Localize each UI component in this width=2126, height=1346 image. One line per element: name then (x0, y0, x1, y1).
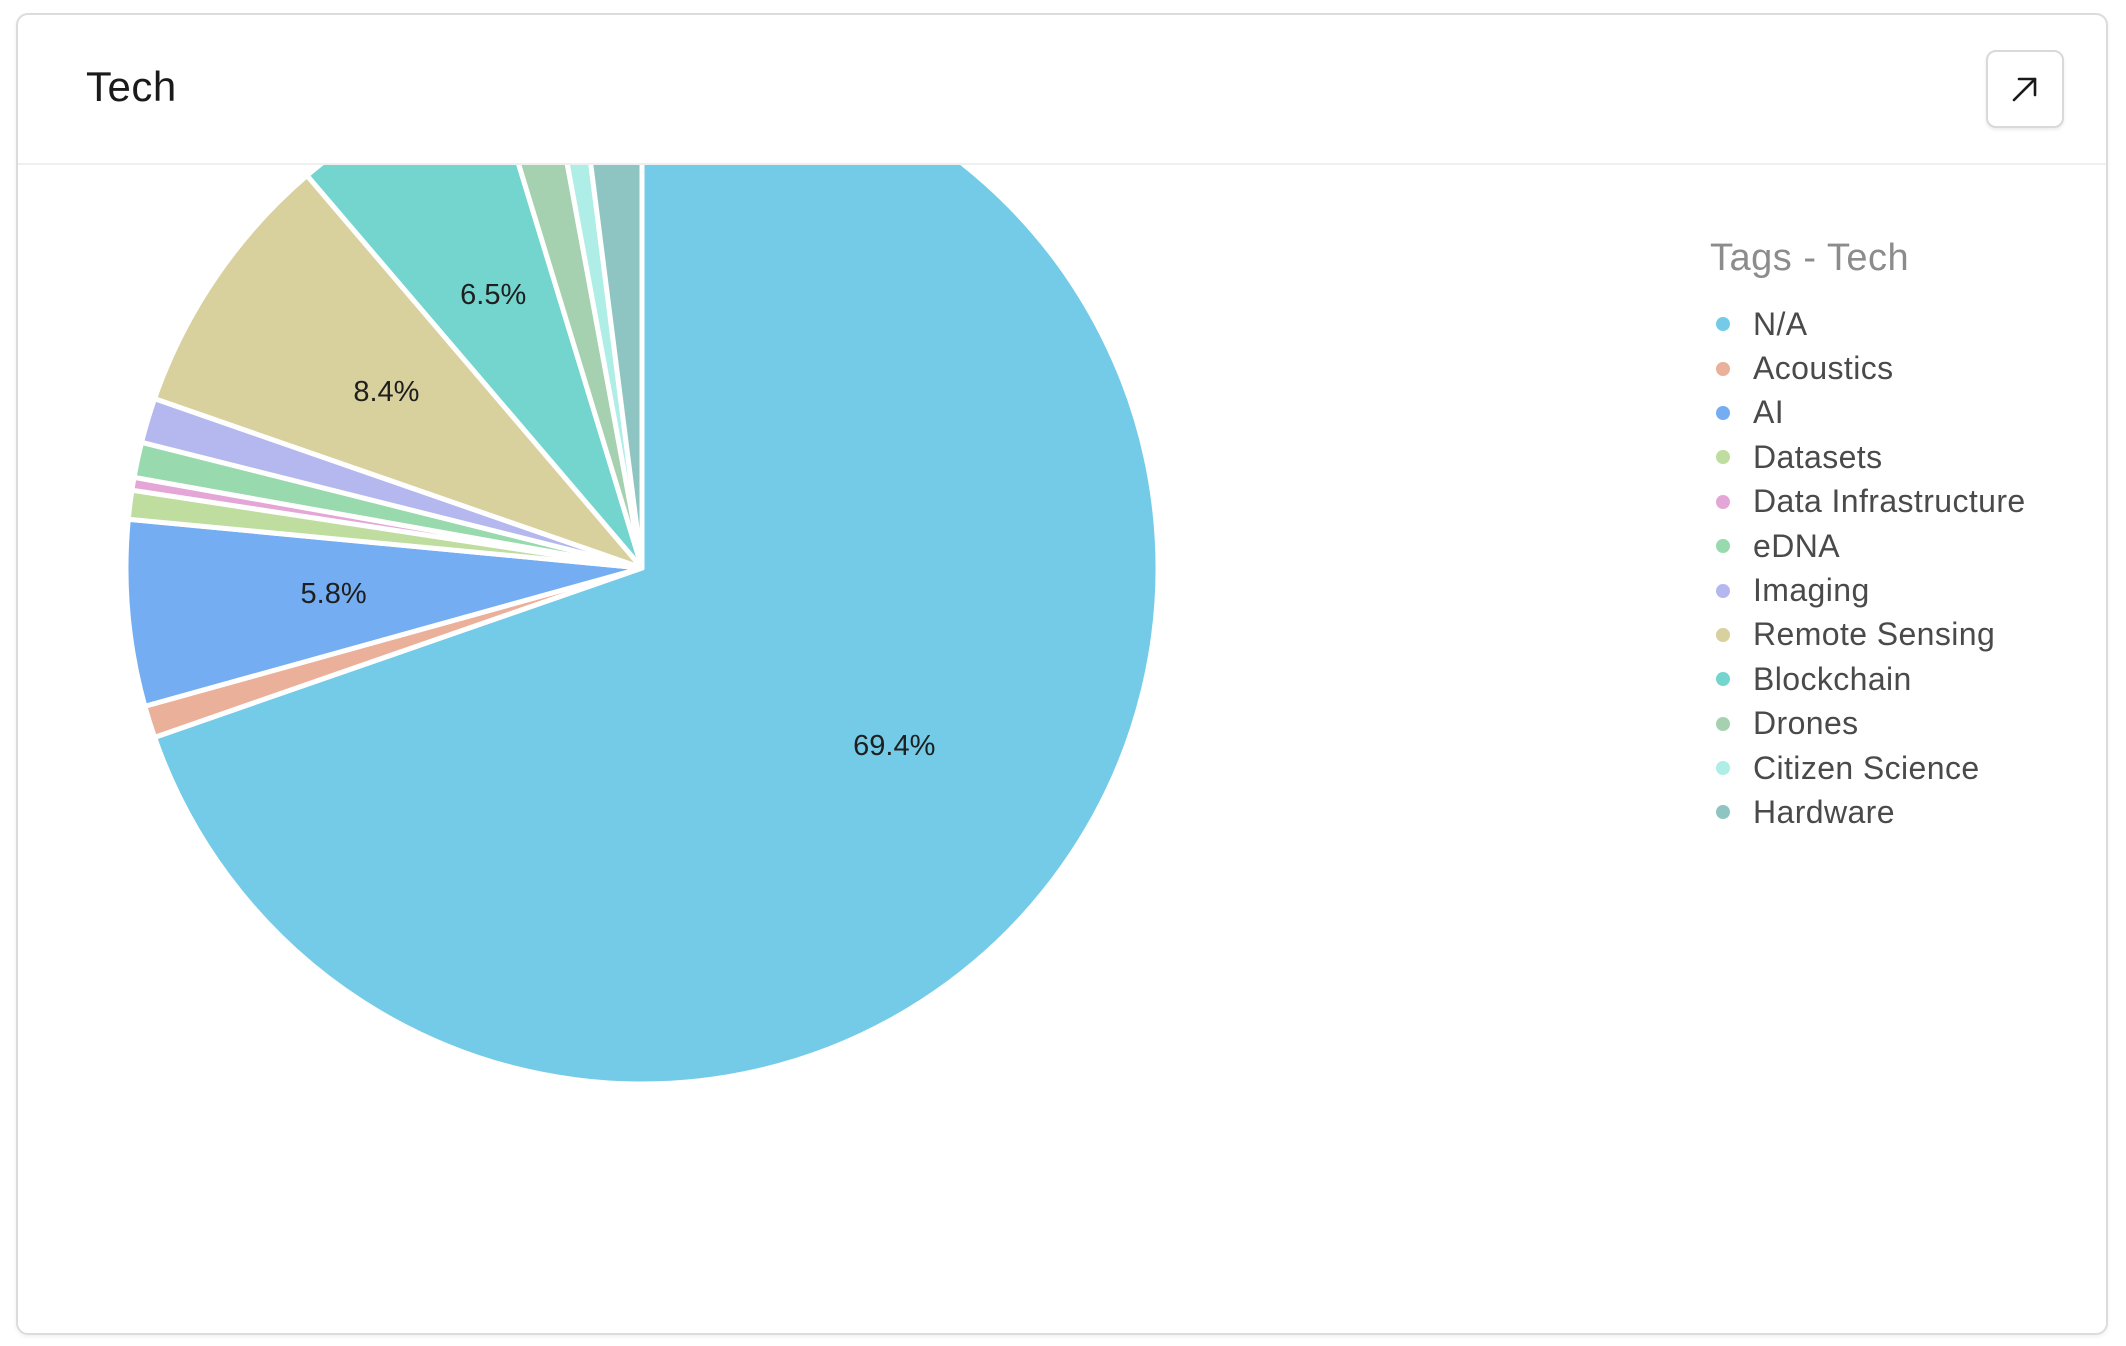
legend-swatch (1716, 361, 1730, 376)
legend-swatch (1716, 627, 1730, 642)
card-title: Tech (86, 63, 177, 110)
legend-label: Drones (1753, 705, 1859, 742)
legend-item-acoustics[interactable]: Acoustics (1710, 346, 2026, 390)
slice-label-blockchain: 6.5% (460, 279, 526, 311)
legend-label: Hardware (1753, 793, 1895, 830)
pie-slices (123, 165, 1161, 1087)
legend-item-imaging[interactable]: Imaging (1710, 568, 2026, 612)
legend-item-drones[interactable]: Drones (1710, 702, 2026, 746)
legend-label: Datasets (1753, 438, 1883, 475)
pie-slice-n-a[interactable] (152, 165, 1161, 1087)
legend-title: Tags - Tech (1710, 237, 1910, 279)
legend-swatch (1716, 450, 1730, 465)
slice-label-ai: 5.8% (301, 578, 367, 610)
legend-item-hardware[interactable]: Hardware (1710, 790, 2026, 834)
pie-slice-drones[interactable] (491, 165, 645, 571)
chart-area: 69.4% 5.8% 8.4% 6.5% Tags - Tech N/A Acousti… (18, 165, 2106, 1333)
pie-chart: 69.4% 5.8% 8.4% 6.5% (123, 165, 1161, 1087)
legend-item-datasets[interactable]: Datasets (1710, 435, 2026, 479)
pie-slice-blockchain[interactable] (304, 165, 645, 571)
legend-item-data-infrastructure[interactable]: Data Infrastructure (1710, 480, 2026, 524)
legend-swatch (1716, 317, 1730, 332)
chart-card: Tech 69.4% 5.8% 8.4% 6.5% Tags - Tech N/A Ac… (16, 13, 2108, 1335)
legend-swatch (1716, 672, 1730, 687)
arrow-up-right-icon (2012, 77, 2037, 102)
legend-label: eDNA (1753, 527, 1840, 564)
legend-label: Blockchain (1753, 660, 1912, 697)
card-header: Tech (18, 15, 2106, 165)
legend-label: Citizen Science (1753, 749, 1980, 786)
pie-labels: 69.4% 5.8% 8.4% 6.5% (301, 279, 936, 762)
slice-label-remote-sensing: 8.4% (353, 376, 419, 408)
legend-label: Acoustics (1753, 350, 1894, 387)
pie-slice-ai[interactable] (123, 516, 645, 709)
legend-swatch (1716, 761, 1730, 776)
pie-slice-remote-sensing[interactable] (152, 173, 645, 571)
legend-swatch (1716, 716, 1730, 731)
legend-item-n-a[interactable]: N/A (1710, 302, 2026, 346)
pie-slice-hardware[interactable] (577, 165, 645, 571)
legend-label: Data Infrastructure (1753, 483, 2026, 520)
legend-label: AI (1753, 394, 1785, 431)
legend: Tags - Tech N/A Acoustics AI Datasets Data I… (1710, 237, 2026, 835)
legend-item-remote-sensing[interactable]: Remote Sensing (1710, 613, 2026, 657)
slice-label-n-a: 69.4% (853, 730, 935, 762)
legend-label: Remote Sensing (1753, 616, 1996, 653)
legend-item-edna[interactable]: eDNA (1710, 524, 2026, 568)
legend-list: N/A Acoustics AI Datasets Data Infrastructur… (1710, 302, 2026, 835)
legend-swatch (1716, 805, 1730, 820)
legend-swatch (1716, 539, 1730, 554)
legend-swatch (1716, 583, 1730, 598)
legend-label: Imaging (1753, 572, 1870, 609)
legend-swatch (1716, 405, 1730, 420)
legend-swatch (1716, 494, 1730, 509)
legend-label: N/A (1753, 305, 1808, 342)
pie-slice-citizen-science[interactable] (548, 165, 645, 571)
legend-item-ai[interactable]: AI (1710, 391, 2026, 435)
legend-item-blockchain[interactable]: Blockchain (1710, 657, 2026, 701)
expand-button[interactable] (1986, 50, 2064, 128)
legend-item-citizen-science[interactable]: Citizen Science (1710, 746, 2026, 790)
